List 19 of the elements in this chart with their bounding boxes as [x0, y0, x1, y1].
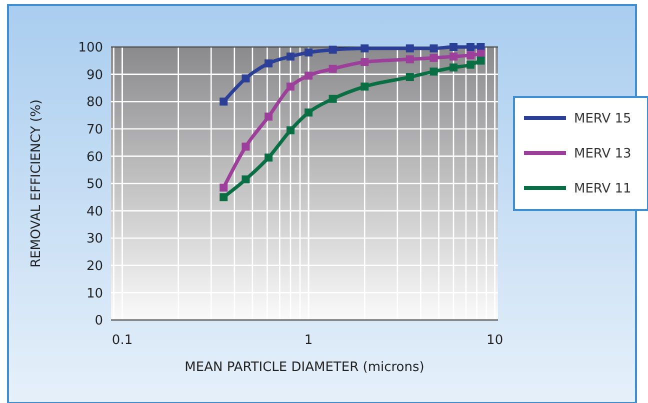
y-tick-label: 60 — [86, 150, 103, 165]
legend-label: MERV 13 — [574, 146, 632, 162]
x-tick-label: 1 — [304, 333, 313, 348]
legend-label: MERV 15 — [574, 112, 632, 127]
x-axis-title: MEAN PARTICLE DIAMETER (microns) — [184, 360, 424, 375]
y-tick-label: 90 — [86, 68, 103, 83]
y-tick-label: 50 — [86, 177, 103, 192]
y-tick-label: 40 — [86, 204, 103, 220]
y-tick-label: 0 — [94, 314, 103, 329]
y-tick-label: 100 — [78, 40, 103, 56]
y-tick-label: 70 — [86, 122, 103, 138]
y-tick-label: 80 — [86, 95, 103, 110]
y-tick-label: 10 — [86, 286, 103, 302]
x-tick-label: 10 — [486, 333, 504, 348]
y-axis-title: REMOVAL EFFICIENCY (%) — [29, 99, 44, 268]
legend-label: MERV 11 — [574, 182, 632, 197]
y-tick-label: 30 — [86, 232, 103, 247]
y-tick-label: 20 — [86, 258, 103, 274]
x-tick-label: 0.1 — [112, 333, 133, 348]
